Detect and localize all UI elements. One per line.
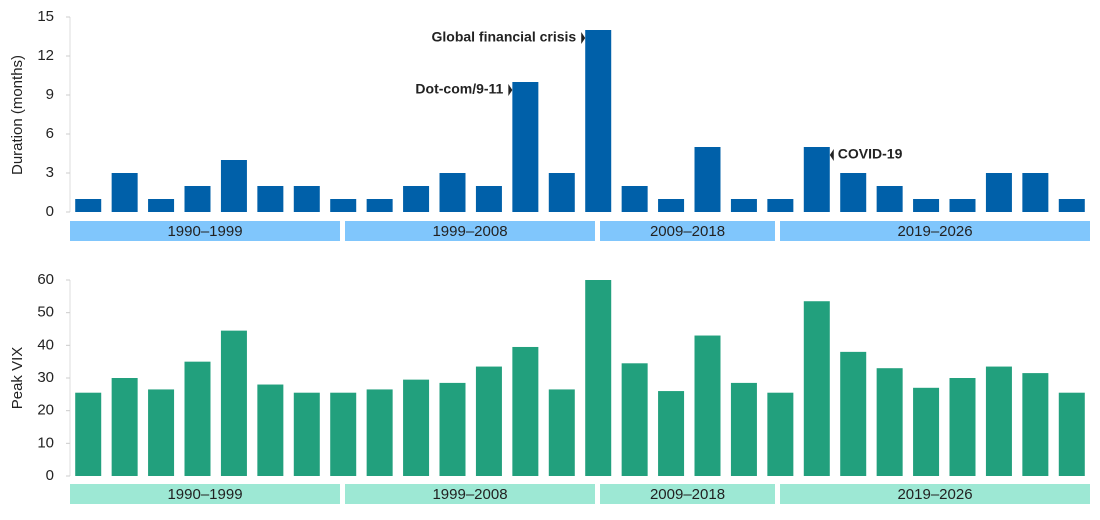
bar <box>730 382 757 476</box>
bar <box>111 378 138 476</box>
y-tick-label: 0 <box>46 467 54 484</box>
y-axis-label: Duration (months) <box>9 55 26 175</box>
bar <box>913 387 940 476</box>
bar <box>366 389 393 476</box>
period-label: 1990–1999 <box>167 223 242 240</box>
bar <box>585 280 612 476</box>
bar <box>257 186 284 212</box>
period-label: 2019–2026 <box>897 223 972 240</box>
bar <box>184 186 211 212</box>
y-tick-label: 30 <box>37 369 54 386</box>
bar <box>293 186 320 212</box>
bar <box>512 82 539 212</box>
bar <box>220 160 247 212</box>
bar <box>913 199 940 212</box>
bar <box>694 147 721 212</box>
bar <box>694 335 721 476</box>
bar <box>730 199 757 212</box>
bar <box>585 30 612 212</box>
period-band <box>600 484 775 504</box>
period-band <box>780 221 1090 241</box>
period-band <box>70 221 340 241</box>
y-tick-label: 9 <box>46 86 54 103</box>
y-tick-label: 20 <box>37 402 54 419</box>
bar <box>658 391 685 476</box>
bar <box>1022 173 1049 212</box>
bar <box>985 366 1012 476</box>
period-label: 2009–2018 <box>650 486 725 503</box>
bar <box>1022 373 1049 476</box>
bar <box>439 173 466 212</box>
annotation: COVID-19 <box>838 146 903 162</box>
period-label: 1990–1999 <box>167 486 242 503</box>
period-label: 1999–2008 <box>432 223 507 240</box>
bar <box>548 389 575 476</box>
bar <box>148 389 175 476</box>
period-band <box>345 484 595 504</box>
bar <box>548 173 575 212</box>
bar <box>184 361 211 476</box>
annotation-arrow <box>508 84 513 96</box>
annotation: Dot-com/9-11 <box>415 81 503 97</box>
y-tick-label: 50 <box>37 304 54 321</box>
bar <box>403 186 430 212</box>
y-tick-label: 40 <box>37 336 54 353</box>
bar <box>293 392 320 476</box>
bar <box>403 379 430 476</box>
bar <box>75 199 102 212</box>
bar <box>985 173 1012 212</box>
period-label: 2019–2026 <box>897 486 972 503</box>
period-band <box>780 484 1090 504</box>
bar <box>1058 392 1085 476</box>
period-band <box>600 221 775 241</box>
y-tick-label: 6 <box>46 125 54 142</box>
annotation: Global financial crisis <box>431 29 576 45</box>
bar <box>220 330 247 476</box>
bar <box>840 173 867 212</box>
period-band <box>345 221 595 241</box>
bar <box>1058 199 1085 212</box>
y-tick-label: 60 <box>37 271 54 288</box>
bar <box>840 351 867 476</box>
period-label: 1999–2008 <box>432 486 507 503</box>
bar <box>621 186 648 212</box>
bar <box>949 378 976 476</box>
y-tick-label: 0 <box>46 203 54 220</box>
bar <box>330 199 357 212</box>
y-tick-label: 10 <box>37 434 54 451</box>
bar <box>949 199 976 212</box>
y-tick-label: 3 <box>46 164 54 181</box>
bar <box>803 301 830 476</box>
bar <box>621 363 648 476</box>
bar <box>111 173 138 212</box>
bar <box>475 366 502 476</box>
bar <box>475 186 502 212</box>
bar <box>366 199 393 212</box>
y-tick-label: 15 <box>37 8 54 25</box>
bar <box>767 199 794 212</box>
y-tick-label: 12 <box>37 47 54 64</box>
bar <box>876 368 903 476</box>
period-label: 2009–2018 <box>650 223 725 240</box>
bar <box>876 186 903 212</box>
bar <box>257 384 284 476</box>
bar <box>75 392 102 476</box>
bar <box>512 346 539 476</box>
bar <box>148 199 175 212</box>
annotation-arrow <box>581 32 586 44</box>
bar <box>767 392 794 476</box>
bar <box>803 147 830 212</box>
y-axis-label: Peak VIX <box>9 347 26 410</box>
bar <box>330 392 357 476</box>
bar <box>658 199 685 212</box>
annotation-arrow <box>829 149 834 161</box>
bar <box>439 382 466 476</box>
period-band <box>70 484 340 504</box>
